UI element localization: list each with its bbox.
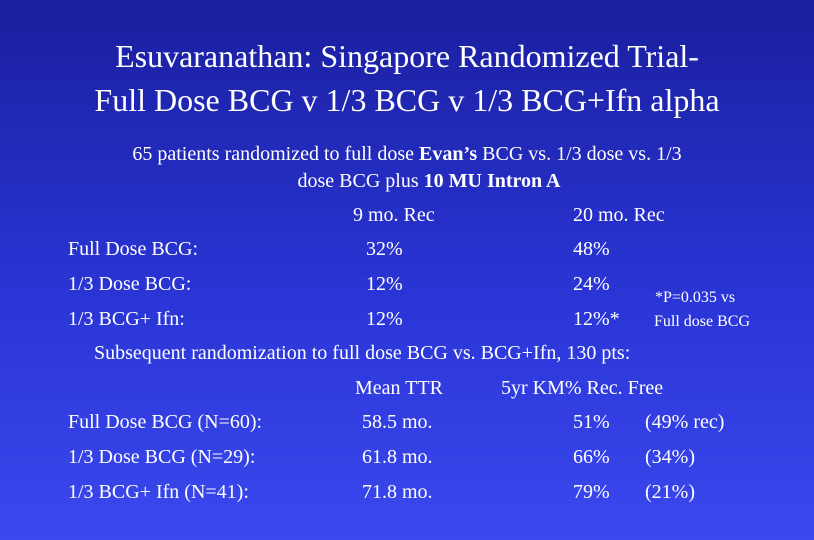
table2-col2-header: 5yr KM% Rec. Free xyxy=(501,377,664,399)
table1-row-label: 1/3 Dose BCG: xyxy=(68,273,192,295)
table2-row-value: (34%) xyxy=(645,446,695,468)
intro-bold-intron: 10 MU Intron A xyxy=(423,170,561,192)
slide-title-line-2: Full Dose BCG v 1/3 BCG v 1/3 BCG+Ifn al… xyxy=(94,82,720,118)
table2-row-value: (21%) xyxy=(645,481,695,503)
table1-col1-header: 9 mo. Rec xyxy=(353,204,435,226)
intro-line-1: 65 patients randomized to full dose Evan… xyxy=(132,143,682,165)
table1-row-value: 12% xyxy=(366,273,403,295)
table1-col2-header: 20 mo. Rec xyxy=(573,204,665,226)
table2-row-value: 61.8 mo. xyxy=(362,446,433,468)
p-value-footnote-line-1: *P=0.035 vs xyxy=(655,289,736,306)
table1-row-label: 1/3 BCG+ Ifn: xyxy=(68,308,185,330)
table1-row-value: 32% xyxy=(366,238,403,260)
table1-row-value: 12%* xyxy=(573,308,620,330)
table2-col1-header: Mean TTR xyxy=(355,377,443,399)
table2-row-label: Full Dose BCG (N=60): xyxy=(68,411,263,433)
table1-row-value: 12% xyxy=(366,308,403,330)
intro-line-2: dose BCG plus 10 MU Intron A xyxy=(297,170,561,192)
p-value-footnote-line-2: Full dose BCG xyxy=(654,313,751,330)
intro-bold-evans: Evan’s xyxy=(418,143,478,165)
table2-row-value: 71.8 mo. xyxy=(362,481,433,503)
table2-row-label: 1/3 Dose BCG (N=29): xyxy=(68,446,256,468)
subsequent-randomization-text: Subsequent randomization to full dose BC… xyxy=(94,342,631,364)
table1-row-value: 24% xyxy=(573,273,610,295)
slide-title-line-1: Esuvaranathan: Singapore Randomized Tria… xyxy=(115,38,699,74)
table2-row-value: 79% xyxy=(573,481,610,503)
table2-row-value: 58.5 mo. xyxy=(362,411,433,433)
table2-row-label: 1/3 BCG+ Ifn (N=41): xyxy=(68,481,249,503)
table1-row-value: 48% xyxy=(573,238,610,260)
table1-row-label: Full Dose BCG: xyxy=(68,238,199,260)
table2-row-value: 66% xyxy=(573,446,610,468)
table2-row-value: 51% xyxy=(573,411,610,433)
table2-row-value: (49% rec) xyxy=(645,411,725,433)
